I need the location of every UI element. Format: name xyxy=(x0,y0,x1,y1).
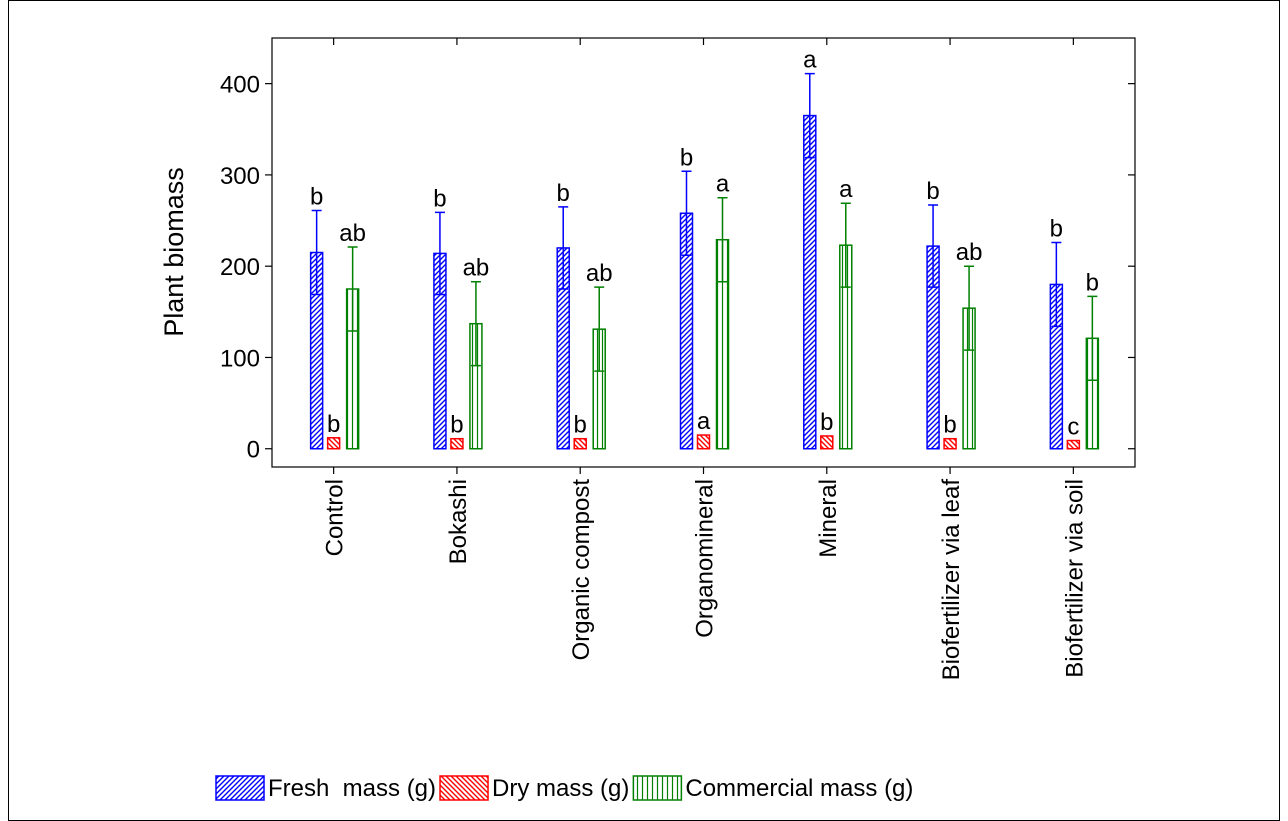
error-bar xyxy=(558,206,569,290)
significance-letter: ab xyxy=(463,255,490,282)
y-axis-label: Plant biomass xyxy=(159,167,189,337)
significance-letter: b xyxy=(450,412,463,439)
significance-letter: c xyxy=(1067,414,1079,441)
bar xyxy=(696,434,711,450)
significance-letter: a xyxy=(697,408,711,435)
x-tick-label: Mineral xyxy=(815,479,842,558)
x-tick-label: Biofertilizer via soil xyxy=(1061,479,1088,678)
bar xyxy=(450,437,464,450)
bar xyxy=(943,437,957,450)
error-bar xyxy=(681,170,692,256)
significance-letter: b xyxy=(1050,215,1063,242)
significance-letter: b xyxy=(926,178,939,205)
error-bar xyxy=(1051,241,1062,328)
significance-letter: b xyxy=(680,144,693,171)
legend-label: Commercial mass (g) xyxy=(685,775,913,802)
error-bar xyxy=(840,202,851,288)
error-bar xyxy=(347,246,358,332)
significance-letter: b xyxy=(557,180,570,207)
significance-letter: a xyxy=(839,176,853,203)
legend-label: Dry mass (g) xyxy=(492,775,629,802)
significance-letter: a xyxy=(716,171,730,198)
bar xyxy=(803,114,817,450)
error-bar xyxy=(928,204,939,288)
significance-letter: b xyxy=(433,185,446,212)
significance-letter: ab xyxy=(956,239,983,266)
error-bar xyxy=(594,286,605,372)
y-tick-label: 200 xyxy=(220,254,260,281)
x-tick-label: Organic compost xyxy=(568,479,595,661)
significance-letter: ab xyxy=(586,260,613,287)
bar xyxy=(1066,439,1081,450)
significance-letter: b xyxy=(820,409,833,436)
significance-letter: b xyxy=(1086,269,1099,296)
error-bar xyxy=(1087,295,1098,382)
x-tick-label: Bokashi xyxy=(445,479,472,564)
y-tick-label: 0 xyxy=(247,437,260,464)
legend-swatch xyxy=(439,775,489,801)
bar xyxy=(573,437,587,450)
significance-letter: a xyxy=(803,47,817,74)
legend-label: Fresh mass (g) xyxy=(268,775,436,802)
error-bar xyxy=(964,265,975,351)
significance-letter: b xyxy=(327,411,340,438)
x-tick-label: Control xyxy=(322,479,349,556)
error-bar xyxy=(717,196,728,283)
legend-swatch xyxy=(215,775,265,801)
legend-swatch xyxy=(632,775,683,801)
error-bar xyxy=(804,72,815,159)
error-bar xyxy=(434,211,445,296)
significance-letter: b xyxy=(574,412,587,439)
significance-letter: ab xyxy=(339,220,366,247)
x-tick-label: Biofertilizer via leaf xyxy=(938,479,965,681)
error-bar xyxy=(470,280,481,367)
x-tick-label: Organomineral xyxy=(692,479,719,638)
bar xyxy=(820,435,834,450)
frame xyxy=(8,0,1280,821)
y-tick-label: 400 xyxy=(220,72,260,99)
error-bar xyxy=(311,209,322,296)
significance-letter: b xyxy=(310,184,323,211)
y-tick-label: 300 xyxy=(220,163,260,190)
significance-letter: b xyxy=(943,412,956,439)
y-tick-label: 100 xyxy=(220,345,260,372)
legend: Fresh mass (g) Dry mass (g) Commercial mas… xyxy=(215,775,913,802)
bar xyxy=(326,437,341,450)
